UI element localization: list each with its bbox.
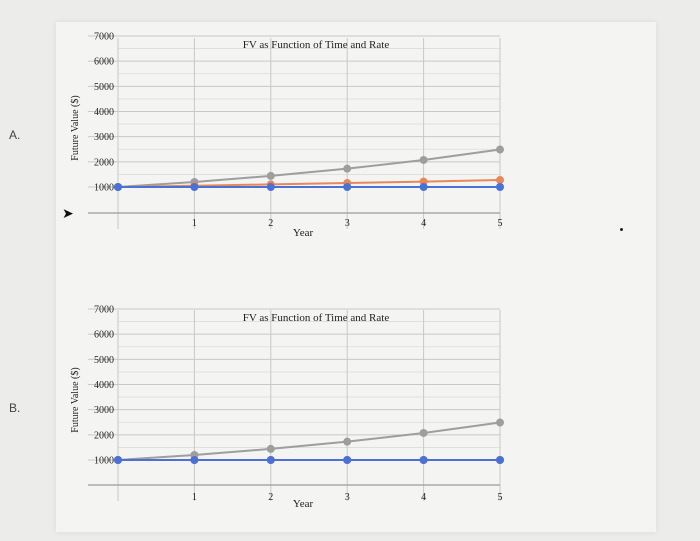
y-tick-label: 6000 [94,57,114,68]
y-tick-label: 2000 [94,157,114,168]
series-0 [114,418,504,464]
y-tick-label: 4000 [94,107,114,118]
x-tick-label: 2 [268,218,273,229]
y-tick-label: 4000 [94,380,114,391]
y-tick-label: 7000 [94,305,114,316]
mouse-cursor-icon: ➤ [62,207,74,222]
data-point [496,176,504,185]
x-tick-label: 4 [421,492,426,503]
data-point [343,437,352,446]
series-2 [114,183,504,191]
x-tick-label: 5 [498,218,503,229]
y-tick-label: 7000 [94,32,114,43]
series-2 [114,456,504,464]
data-point [419,155,428,164]
y-tick-label: 3000 [94,405,114,416]
y-tick-label: 1000 [94,456,114,467]
y-tick-label: 5000 [94,82,114,93]
x-tick-label: 3 [345,492,350,503]
chart-a: 1000 2000 3000 4000 5000 6000 7000 1 2 3 4 5 FV as F… [70,32,504,239]
gridlines [88,35,501,229]
worksheet [56,22,656,532]
gridlines [88,308,501,501]
y-tick-label: 6000 [94,330,114,341]
data-point [343,164,352,173]
x-tick-label: 1 [192,218,197,229]
x-tick-label: 4 [421,218,426,229]
x-tick-label: 2 [268,492,273,503]
data-point [266,183,275,191]
data-point [190,456,199,464]
data-point [496,183,504,191]
data-point [266,171,275,180]
data-point [266,456,275,464]
option-a-label[interactable]: A. [9,128,21,142]
series-line [117,148,501,188]
y-tick-label: 3000 [94,132,114,143]
x-axis-label: Year [293,498,314,510]
data-point [343,456,352,464]
y-tick-label: 1000 [94,183,114,194]
data-point [266,444,275,453]
data-point [496,456,504,464]
data-point [496,145,504,154]
x-axis-label: Year [293,227,314,239]
data-point [419,456,428,464]
series-line [117,179,501,188]
series-line [117,421,501,461]
data-point [419,428,428,437]
x-tick-label: 1 [192,492,197,503]
chart-title: FV as Function of Time and Rate [243,312,390,324]
y-axis-label: Future Value ($) [70,367,81,432]
chart-b: 1000 2000 3000 4000 5000 6000 7000 1 2 3 4 5 FV as F… [70,305,504,510]
x-tick-label: 5 [498,492,503,503]
chart-title: FV as Function of Time and Rate [243,39,390,51]
x-tick-label: 3 [345,218,350,229]
cursor-dot [620,228,623,231]
data-point [114,456,122,464]
data-point [496,418,504,427]
data-point [114,183,122,191]
data-point [419,183,428,191]
data-point [343,183,352,191]
y-tick-label: 5000 [94,355,114,366]
data-point [190,183,199,191]
y-tick-label: 2000 [94,430,114,441]
y-axis-label: Future Value ($) [70,95,81,160]
option-b-label[interactable]: B. [9,401,21,415]
